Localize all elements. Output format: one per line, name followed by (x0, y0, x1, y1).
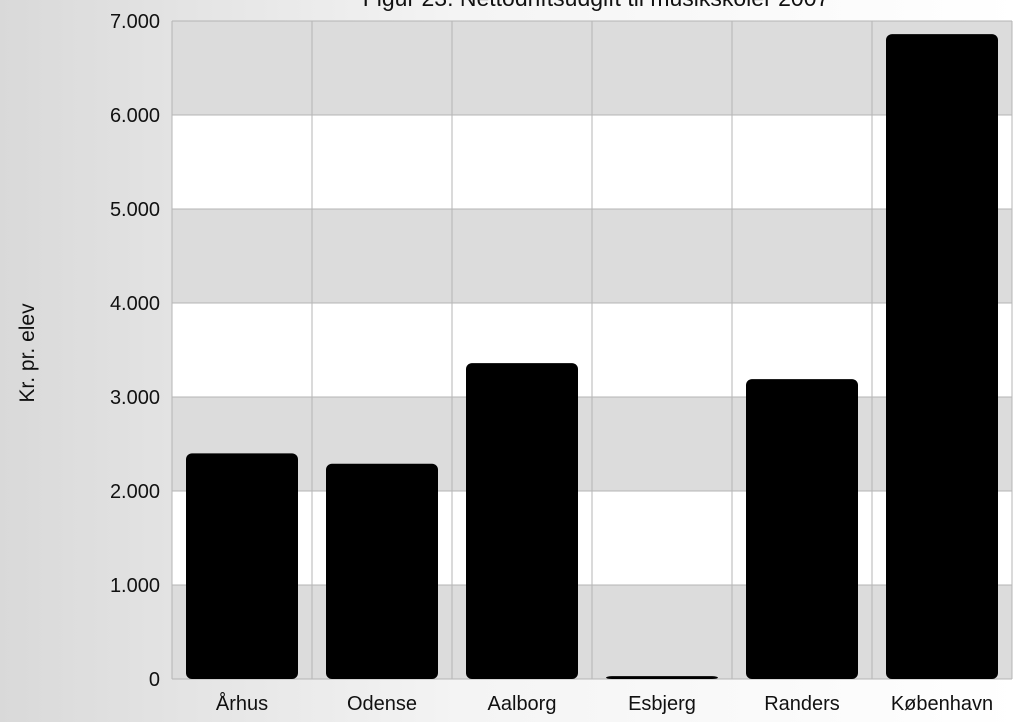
x-tick-label: Randers (764, 693, 840, 715)
y-tick-label: 7.000 (110, 11, 160, 33)
y-tick-label: 4.000 (110, 293, 160, 315)
x-tick-label: Aalborg (488, 693, 557, 715)
y-tick-label: 5.000 (110, 199, 160, 221)
bar-randers (746, 379, 858, 679)
gridlines (171, 20, 1013, 680)
y-axis-ticks: 0 1.000 2.000 3.000 4.000 5.000 6.000 7.000 (110, 11, 160, 691)
y-axis-label: Kr. pr. elev (16, 303, 39, 403)
y-tick-label: 3.000 (110, 387, 160, 409)
x-tick-label: Esbjerg (628, 693, 696, 715)
y-tick-label: 1.000 (110, 575, 160, 597)
x-tick-label: Odense (347, 693, 417, 715)
x-axis-ticks: Århus Odense Aalborg Esbjerg Randers Københav… (216, 692, 993, 715)
bar-århus (186, 453, 298, 679)
bar-aalborg (466, 363, 578, 679)
x-tick-label: København (891, 693, 993, 715)
y-tick-label: 2.000 (110, 481, 160, 503)
x-tick-label: Århus (216, 692, 268, 715)
chart-title: Figur 23. Nettodriftsudgift til musiksko… (363, 0, 830, 11)
bar-odense (326, 463, 438, 679)
y-tick-label: 6.000 (110, 105, 160, 127)
bar-esbjerg (606, 676, 718, 679)
y-tick-label: 0 (149, 669, 160, 691)
bar-københavn (886, 34, 998, 680)
bars (186, 34, 998, 680)
